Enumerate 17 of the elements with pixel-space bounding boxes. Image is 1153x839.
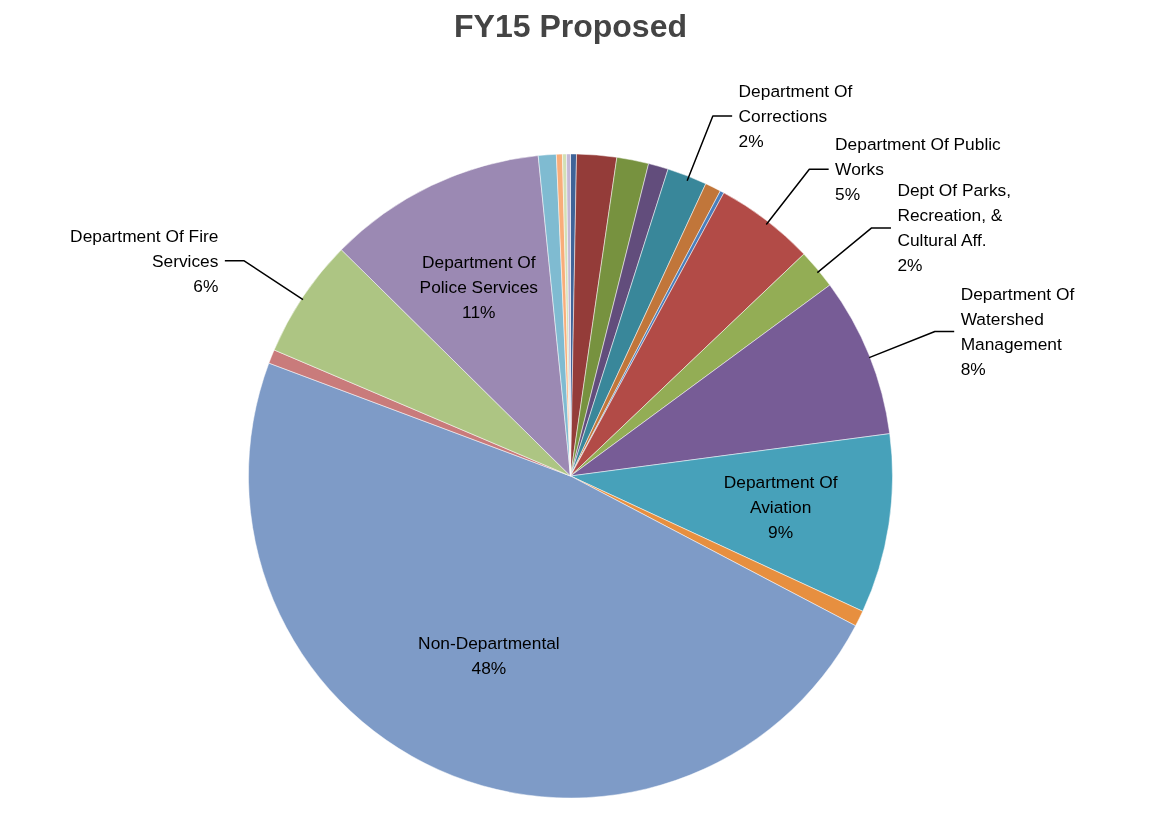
slice-label: Department Of Police Services (419, 252, 539, 298)
slice-label: Department Of Public Works (835, 134, 1002, 180)
data-label: 48% (471, 657, 507, 678)
slice-label: Department Of Watershed Management (960, 284, 1075, 355)
data-label: 2% (738, 130, 764, 151)
data-label: 9% (768, 522, 794, 543)
data-label: 8% (960, 359, 986, 380)
slice-label: Non-Departmental (418, 632, 560, 653)
data-label: 5% (835, 184, 861, 205)
slice-label: Department Of Aviation (723, 472, 838, 518)
chart-title: FY15 Proposed (454, 7, 687, 44)
data-label: 6% (193, 275, 219, 296)
slice-label: Dept Of Parks, Recreation, & Cultural Aff. (897, 180, 1012, 251)
data-label: 2% (897, 255, 923, 276)
slice-label: Department Of Fire Services (70, 225, 219, 271)
data-label: 11% (462, 302, 496, 323)
slice-label: Department Of Corrections (738, 80, 853, 126)
